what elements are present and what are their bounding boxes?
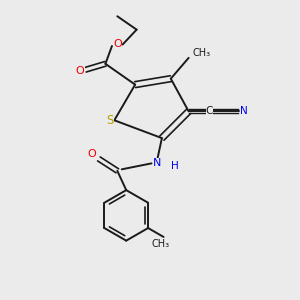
Text: O: O <box>113 40 122 50</box>
Text: H: H <box>171 161 179 171</box>
Text: S: S <box>106 114 114 127</box>
Text: N: N <box>240 106 248 116</box>
Text: C: C <box>206 106 213 116</box>
Text: N: N <box>153 158 162 168</box>
Text: O: O <box>88 149 96 160</box>
Text: O: O <box>76 66 85 76</box>
Text: CH₃: CH₃ <box>192 48 210 59</box>
Text: CH₃: CH₃ <box>152 239 169 249</box>
